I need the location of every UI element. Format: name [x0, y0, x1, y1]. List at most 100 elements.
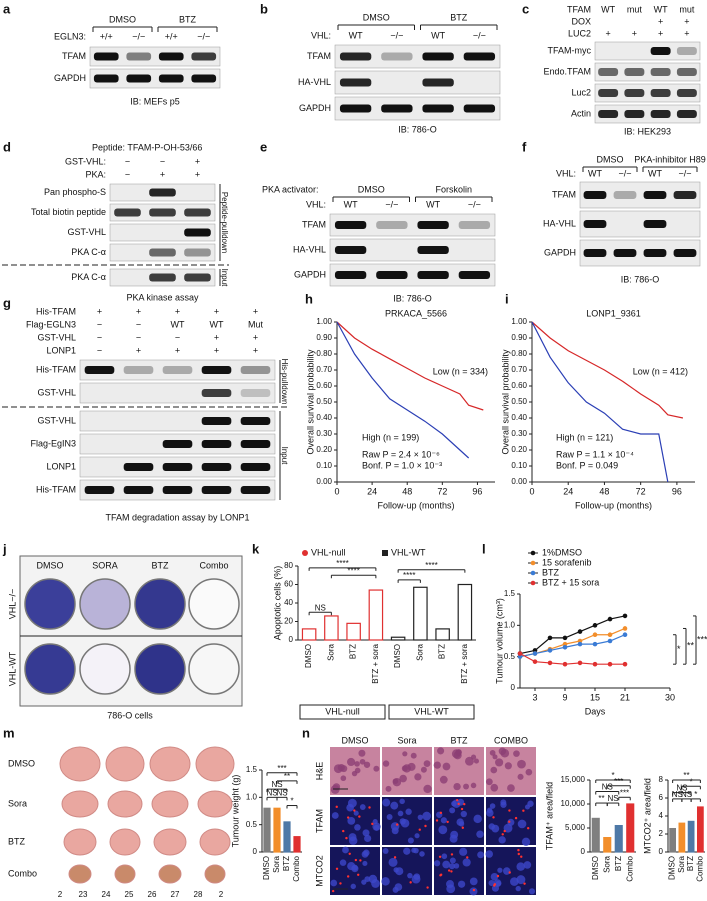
band [676, 110, 697, 118]
cell [485, 778, 493, 786]
condition-name: His-TFAM [36, 306, 76, 316]
band [650, 68, 671, 76]
x-tick-label: DMSO [304, 644, 313, 668]
bar [435, 628, 450, 641]
lane-label: WT [344, 199, 358, 209]
signal [368, 806, 371, 809]
band [149, 248, 176, 257]
band [162, 366, 193, 374]
bar [301, 628, 317, 641]
x-tick-label: BTZ [349, 644, 358, 659]
group-box [299, 704, 386, 720]
y-axis-label: Overall survival probability [500, 349, 510, 455]
cell [388, 857, 398, 867]
y-tick-label: 0.80 [511, 349, 527, 358]
band [676, 47, 697, 55]
cell [462, 858, 471, 867]
cell [423, 784, 432, 794]
panel-label: h [305, 291, 313, 306]
point [562, 644, 568, 650]
condition-value: + [214, 345, 219, 355]
band [339, 104, 372, 113]
condition-value: − [125, 169, 130, 179]
cell [362, 860, 368, 866]
point [532, 651, 538, 656]
image-row: MTCO2 [314, 855, 324, 887]
cell [477, 851, 485, 859]
point [607, 638, 613, 644]
blot-label: His-TFAM [36, 484, 76, 494]
sig-label: **** [336, 559, 348, 568]
signal [503, 829, 506, 833]
y-tick-label: 0.5 [246, 820, 258, 829]
cell [354, 767, 361, 774]
bar [273, 807, 281, 853]
blot-label: TFAM [307, 51, 331, 61]
cell [397, 810, 404, 817]
group-label: DMSO [597, 154, 624, 164]
blot-label: Pan phospho-S [44, 187, 106, 197]
lane-label: WT [431, 30, 445, 40]
band [149, 273, 176, 282]
point [607, 661, 613, 667]
legend-label: High (n = 199) [362, 432, 419, 442]
condition-value: + [195, 169, 200, 179]
cell [413, 847, 419, 854]
cell [407, 837, 414, 844]
band [158, 74, 184, 83]
bar [413, 586, 428, 641]
well [24, 578, 76, 630]
cell [433, 761, 441, 769]
band [673, 191, 697, 199]
cell [361, 879, 367, 885]
plate-row: VHL−/− [7, 589, 17, 620]
series-line [519, 615, 626, 655]
signal [461, 826, 465, 829]
band [583, 249, 607, 257]
blot-strip [329, 213, 496, 237]
blot-caption: IB: HEK293 [624, 126, 671, 136]
tumour [195, 746, 235, 782]
image-row: H&E [314, 762, 324, 781]
point [592, 623, 598, 628]
cell [513, 750, 520, 757]
blot-caption: IB: 786-O [398, 124, 437, 134]
blot-strip [594, 41, 701, 61]
blot-strip [594, 62, 701, 82]
cell [363, 761, 371, 768]
condition-value: + [136, 306, 141, 316]
ruler-number: 27 [171, 890, 180, 899]
condition-value: + [195, 156, 200, 166]
x-tick-label: DMSO [591, 856, 600, 880]
signal [508, 871, 511, 874]
point [517, 651, 523, 656]
cell [330, 879, 338, 887]
lane-label: −/− [678, 168, 691, 178]
cell [347, 862, 356, 871]
x-tick-label: 72 [636, 486, 646, 496]
blot-label: GAPDH [544, 247, 576, 257]
tumour [59, 746, 101, 782]
x-tick-label: 48 [599, 486, 609, 496]
cell [362, 829, 370, 837]
panel-label: i [505, 291, 509, 306]
cell [485, 850, 494, 858]
band [184, 208, 211, 217]
tumour [61, 790, 99, 818]
tumour [153, 828, 187, 856]
cell [463, 783, 470, 790]
cell [490, 872, 499, 881]
signal [418, 828, 421, 831]
lane-label: WT [588, 168, 602, 178]
signal [345, 836, 348, 840]
cell [400, 818, 410, 828]
blot-label: HA-VHL [543, 218, 576, 228]
image-column: COMBO [494, 735, 528, 745]
blot-label: His-TFAM [36, 364, 76, 374]
band [643, 220, 667, 228]
band [458, 271, 491, 279]
x-tick-label: Combo [695, 855, 704, 881]
y-tick-label: 8 [659, 775, 664, 784]
cell [517, 759, 526, 769]
chart-title: PRKACA_5566 [385, 308, 447, 318]
